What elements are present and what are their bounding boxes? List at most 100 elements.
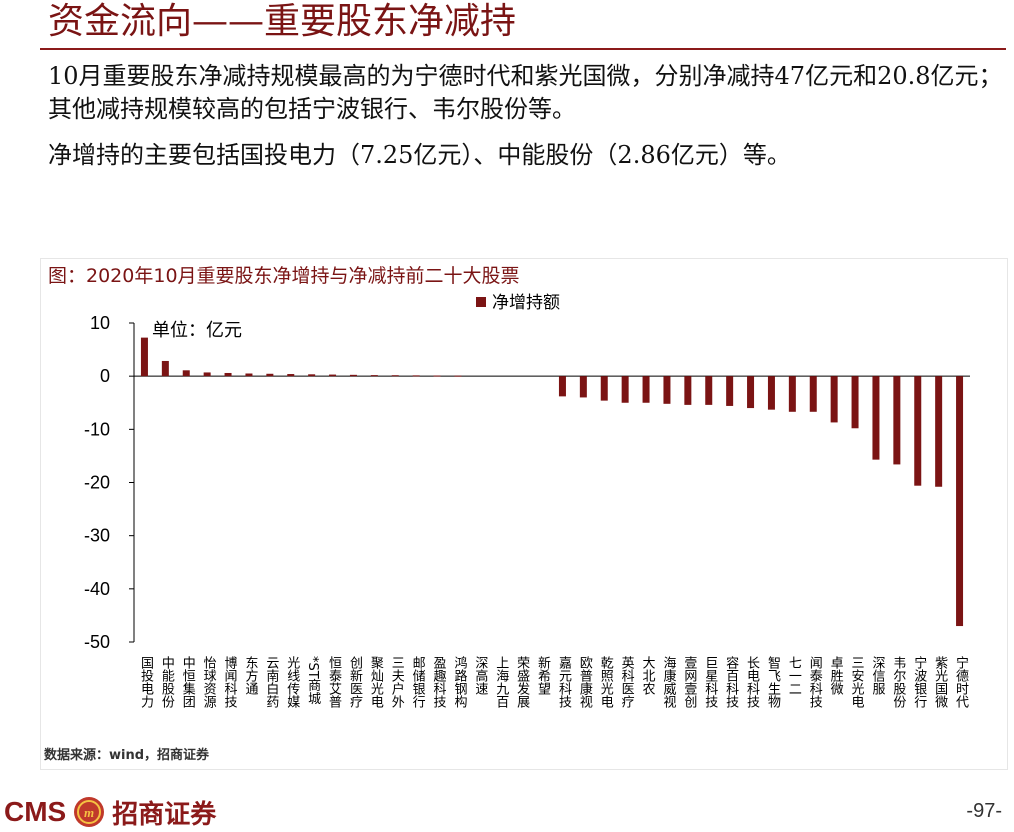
bar: [182, 370, 190, 377]
category-label: 英科医疗: [619, 656, 635, 708]
category-label: 大北农: [640, 656, 656, 695]
category-label: 宁波银行: [911, 655, 927, 709]
category-label: 容百科技: [723, 655, 739, 708]
category-label: 七一二: [786, 656, 802, 695]
category-label: 三夫户外: [389, 656, 405, 708]
chart-title: 图：2020年10月重要股东净增持与净减持前二十大股票: [48, 265, 520, 287]
category-label: 上海九百: [493, 656, 509, 708]
title-divider: [40, 48, 1006, 50]
brand-latin: CMS: [4, 796, 67, 827]
y-tick-label: -20: [84, 473, 110, 493]
category-label: 巨星科技: [702, 656, 718, 708]
bar: [621, 376, 629, 403]
bar: [767, 376, 775, 410]
category-label: 东方通: [242, 656, 258, 695]
category-label: 盈趣科技: [431, 656, 447, 708]
bar: [391, 375, 399, 377]
category-label: 宁德时代: [953, 655, 969, 709]
category-label: 闻泰科技: [807, 656, 823, 708]
category-label: 新希望: [535, 655, 551, 695]
bar: [308, 374, 316, 377]
category-label: 聚灿光电: [368, 656, 384, 708]
brand-emblem-icon: m: [74, 797, 105, 827]
bar: [872, 376, 880, 460]
bar: [579, 376, 587, 398]
bar: [747, 376, 755, 409]
category-label: 博闻科技: [222, 656, 238, 708]
category-label: 鸿路钢构: [451, 655, 467, 708]
category-label: 深高速: [472, 656, 488, 695]
y-tick-label: 10: [90, 313, 110, 333]
legend-swatch: [476, 297, 486, 307]
bar: [349, 374, 357, 377]
bar: [245, 373, 253, 377]
category-label: 海康威视: [660, 656, 676, 708]
unit-label: 单位：亿元: [152, 320, 242, 341]
bar: [830, 376, 838, 423]
bar: [329, 374, 337, 377]
brand-chinese: 招商证券: [112, 799, 217, 830]
y-tick-label: -30: [84, 526, 110, 546]
bar: [203, 372, 211, 377]
bar: [684, 376, 692, 405]
data-source: 数据来源：wind，招商证券: [44, 748, 210, 763]
legend-label: 净增持额: [492, 293, 560, 313]
category-label: 卓胜微: [828, 656, 844, 695]
bar: [956, 376, 964, 627]
bar: [600, 376, 608, 401]
category-label: 云南白药: [263, 656, 279, 708]
category-label: 恒泰艾普: [326, 656, 342, 709]
bar: [287, 374, 295, 377]
category-label: 深信服: [869, 656, 885, 695]
bar: [433, 375, 441, 377]
category-label: 荣盛发展: [514, 656, 530, 708]
category-label: 怡球资源: [201, 656, 217, 708]
bar: [914, 376, 922, 486]
y-tick-label: -50: [84, 632, 110, 652]
category-label: 国投电力: [138, 656, 154, 709]
bar: [224, 372, 232, 377]
bar: [788, 376, 796, 412]
category-label: 三安光电: [849, 656, 865, 708]
y-tick-label: 0: [100, 366, 110, 386]
bar: [412, 375, 420, 377]
page-title: 资金流向——重要股东净减持: [48, 1, 517, 42]
category-label: 光线传媒: [284, 656, 300, 708]
bar: [809, 376, 817, 412]
bar: [266, 373, 274, 377]
bar: [851, 376, 859, 429]
category-label: 中恒集团: [180, 656, 196, 708]
category-label: 长电科技: [744, 656, 760, 708]
category-label: 中能股份: [159, 656, 175, 708]
bar: [935, 376, 943, 487]
summary-paragraph-1: 10月重要股东净减持规模最高的为宁德时代和紫光国微，分别净减持47亿元和20.8…: [48, 62, 1003, 123]
bar: [161, 360, 169, 377]
y-tick-label: -40: [84, 579, 110, 599]
summary-paragraph-2: 净增持的主要包括国投电力（7.25亿元）、中能股份（2.86亿元）等。: [48, 141, 791, 169]
bar: [705, 376, 713, 405]
category-label: 乾照光电: [598, 656, 614, 708]
category-label: 壹网壹创: [681, 656, 697, 708]
bar: [140, 337, 148, 377]
category-label: 邮储银行: [410, 656, 426, 709]
brand-logo: CMS m 招商证券: [4, 792, 216, 832]
category-label: 欧普康视: [577, 656, 593, 708]
bar: [454, 375, 462, 377]
bar: [370, 375, 378, 377]
category-label: *ST商城: [305, 656, 321, 706]
page-number: -97-: [966, 800, 1002, 822]
category-label: 嘉元科技: [556, 656, 572, 708]
category-label: 创新医疗: [347, 656, 363, 708]
svg-text:m: m: [84, 805, 94, 820]
category-label: 韦尔股份: [890, 656, 906, 708]
bar: [663, 376, 671, 404]
category-label: 紫光国微: [932, 656, 948, 708]
chart-frame: [40, 258, 1008, 770]
bar: [642, 376, 650, 403]
category-label: 智飞生物: [765, 656, 781, 709]
y-tick-label: -10: [84, 419, 110, 439]
bar: [558, 376, 566, 397]
bar: [726, 376, 734, 406]
bar: [893, 376, 901, 465]
